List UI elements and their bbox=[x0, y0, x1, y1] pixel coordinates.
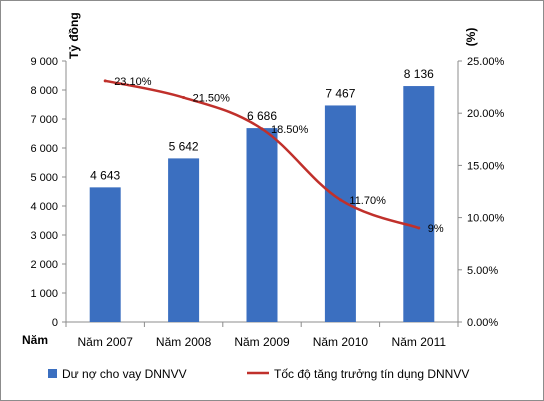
line-point bbox=[260, 127, 264, 131]
y-left-tick-label: 3 000 bbox=[30, 230, 58, 242]
x-axis-title: Năm bbox=[22, 333, 48, 347]
line-value-label: 11.70% bbox=[349, 195, 386, 207]
bar-series bbox=[89, 86, 435, 322]
line-point bbox=[417, 226, 421, 230]
y-left-tick-label: 5 000 bbox=[30, 172, 58, 184]
x-tick-label: Năm 2009 bbox=[234, 335, 290, 349]
bar bbox=[89, 187, 121, 322]
bar-value-label: 5 642 bbox=[169, 139, 199, 153]
y-left-tick-label: 6 000 bbox=[30, 143, 58, 155]
line-value-label: 23.10% bbox=[114, 76, 152, 88]
bar bbox=[324, 105, 356, 322]
line-point bbox=[182, 96, 186, 100]
y-left-tick-label: 0 bbox=[52, 317, 58, 329]
bar-value-label: 7 467 bbox=[325, 86, 355, 100]
y-left-tick-label: 2 000 bbox=[30, 259, 58, 271]
line-value-label: 18.50% bbox=[271, 124, 309, 136]
x-tick-label: Năm 2010 bbox=[313, 335, 369, 349]
bar-value-label: 4 643 bbox=[90, 168, 120, 182]
axes: 0 1 000 2 000 3 000 4 000 5 000 6 000 7 000 8 00… bbox=[30, 56, 504, 349]
legend-swatch-bar bbox=[48, 369, 57, 378]
y-left-tick-label: 4 000 bbox=[30, 201, 58, 213]
bar bbox=[246, 128, 278, 322]
y-right-tick-label: 25.00% bbox=[467, 56, 505, 68]
legend-label-bar: Dư nợ cho vay DNNVV bbox=[62, 367, 187, 381]
y-right-tick-label: 0.00% bbox=[467, 317, 498, 329]
y-right-tick-label: 5.00% bbox=[467, 265, 498, 277]
bar-value-label: 6 686 bbox=[247, 109, 277, 123]
x-tick-label: Năm 2007 bbox=[78, 335, 134, 349]
y-right-tick-label: 10.00% bbox=[467, 213, 505, 225]
y-left-axis-title: Tỷ đồng bbox=[67, 12, 81, 59]
legend: Dư nợ cho vay DNNVV Tốc độ tăng trưởng tí… bbox=[48, 367, 469, 381]
y-left-tick-label: 1 000 bbox=[30, 288, 58, 300]
x-tick-label: Năm 2011 bbox=[392, 335, 447, 349]
bar bbox=[168, 158, 200, 322]
bar bbox=[403, 86, 435, 322]
y-right-tick-label: 15.00% bbox=[467, 160, 505, 172]
line-series bbox=[103, 79, 421, 230]
y-right-tick-label: 20.00% bbox=[467, 108, 505, 120]
legend-label-line: Tốc độ tăng trưởng tín dụng DNNVV bbox=[274, 367, 469, 381]
x-tick-label: Năm 2008 bbox=[156, 335, 212, 349]
bar-value-label: 8 136 bbox=[404, 67, 434, 81]
line-value-label: 9% bbox=[428, 223, 444, 235]
y-left-tick-label: 8 000 bbox=[30, 85, 58, 97]
data-labels: 4 643 5 642 6 686 7 467 8 136 23.10% 21.50% 18.… bbox=[90, 67, 444, 235]
line-point bbox=[338, 198, 342, 202]
line-value-label: 21.50% bbox=[193, 93, 231, 105]
line-point bbox=[103, 79, 107, 83]
y-right-axis-title: (%) bbox=[464, 28, 478, 47]
y-left-tick-label: 7 000 bbox=[30, 114, 58, 126]
y-left-tick-label: 9 000 bbox=[30, 56, 58, 68]
